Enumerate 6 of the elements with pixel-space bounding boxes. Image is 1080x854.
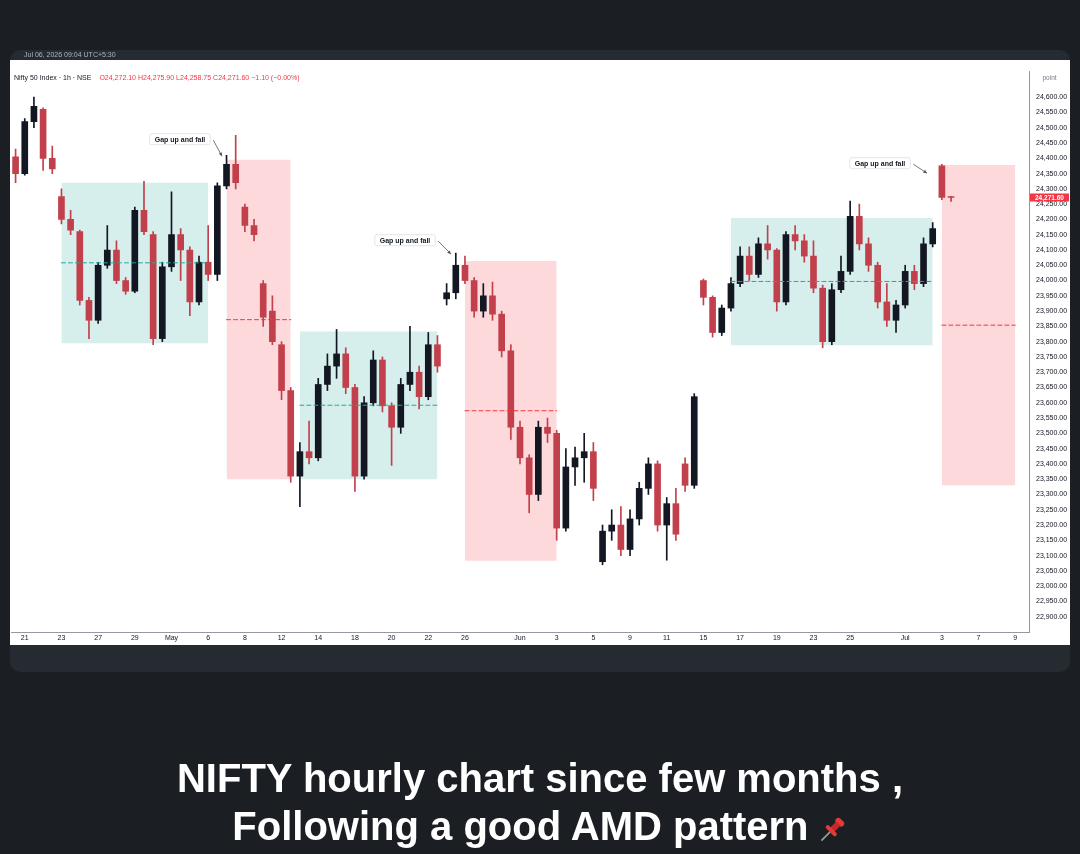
text: NIFTY hourly chart since few months , Following a good AMD pattern — [176, 756, 904, 848]
candlestick — [305, 420, 313, 465]
candlestick — [608, 509, 616, 541]
candlestick — [204, 225, 212, 281]
candlestick — [406, 326, 414, 391]
candlestick — [580, 433, 588, 483]
